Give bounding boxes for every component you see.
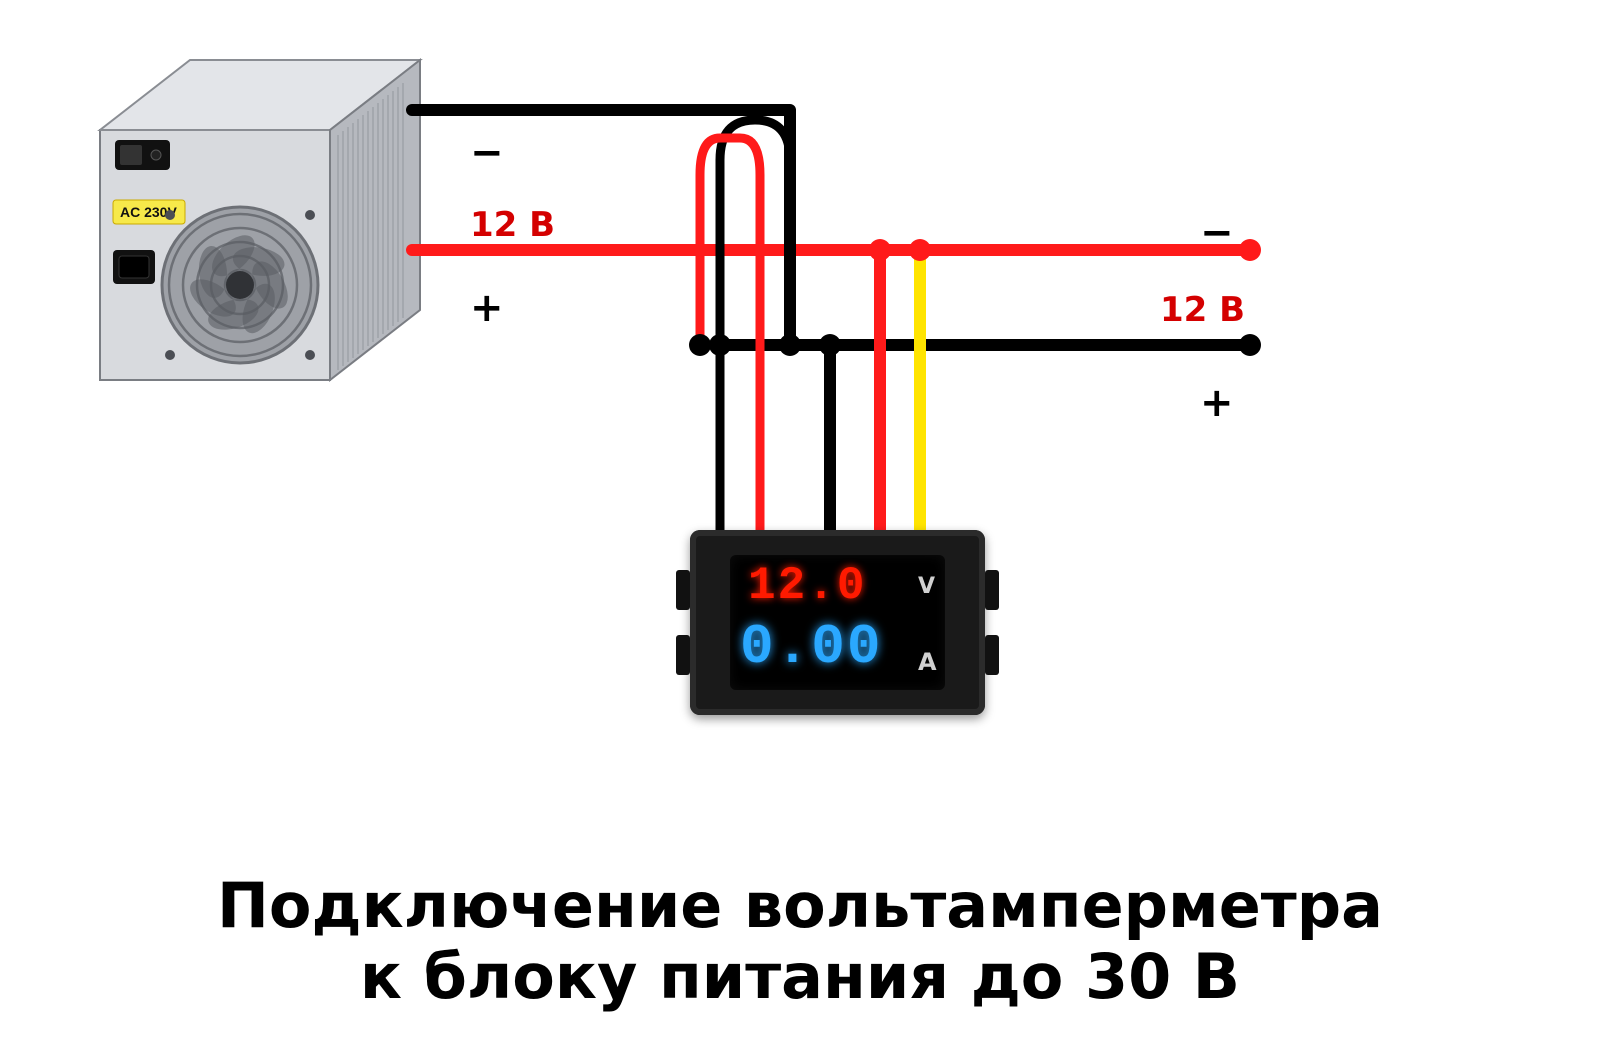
- current-unit: A: [918, 648, 937, 676]
- current-readout: 0.00: [740, 615, 882, 679]
- voltage-readout: 12.0: [748, 560, 866, 612]
- psu-minus-label: −: [470, 130, 504, 176]
- psu-12v-label: 12 В: [470, 205, 555, 245]
- meter-mount-tab-left-bottom: [676, 635, 690, 675]
- psu-plus-label: +: [470, 285, 504, 331]
- diagram-caption: Подключение вольтамперметра к блоку пита…: [0, 870, 1600, 1013]
- meter-mount-tab-right-top: [985, 570, 999, 610]
- volt-ammeter-module: 12.0 V 0.00 A: [690, 530, 985, 715]
- caption-line-2: к блоку питания до 30 В: [360, 940, 1240, 1013]
- psu-graphic: AC 230V: [80, 40, 500, 420]
- meter-mount-tab-left-top: [676, 570, 690, 610]
- meter-mount-tab-right-bottom: [985, 635, 999, 675]
- output-12v-label: 12 В: [1160, 290, 1245, 330]
- caption-line-1: Подключение вольтамперметра: [217, 869, 1383, 942]
- voltage-unit: V: [918, 574, 935, 599]
- output-minus-label: −: [1200, 210, 1234, 256]
- output-plus-label: +: [1200, 380, 1234, 426]
